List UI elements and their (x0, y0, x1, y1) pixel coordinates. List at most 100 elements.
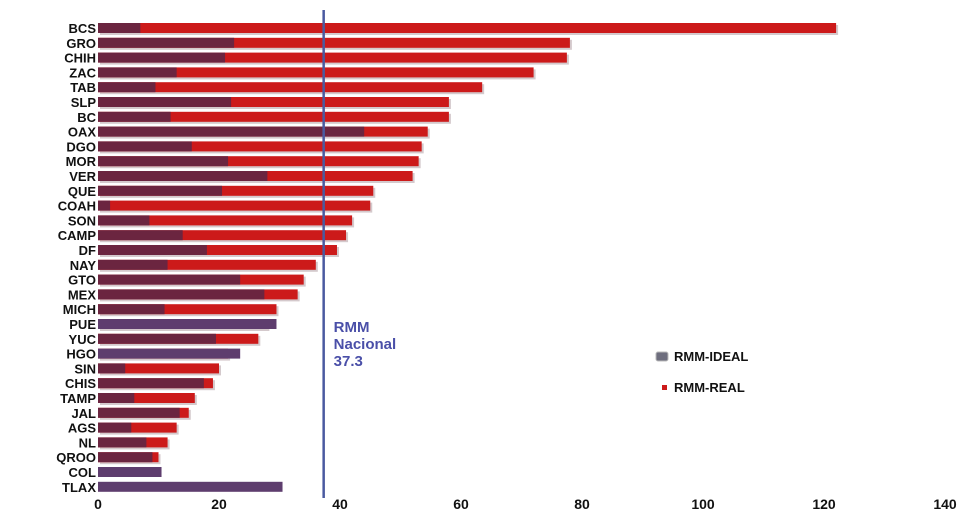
bar-rmm-ideal (98, 481, 283, 492)
bar-rmm-ideal (98, 289, 265, 300)
bar-rmm-ideal (98, 274, 241, 285)
category-label: CHIH (64, 51, 96, 66)
bar-rmm-real (98, 185, 374, 196)
x-tick-label: 100 (691, 496, 715, 512)
legend: RMM-IDEAL RMM-REAL (655, 349, 748, 395)
category-labels: BCSGROCHIHZACTABSLPBCOAXDGOMORVERQUECOAH… (56, 21, 96, 495)
category-label: MICH (63, 302, 96, 317)
category-label: NAY (70, 258, 97, 273)
category-label: GTO (68, 273, 96, 288)
x-tick-label: 120 (812, 496, 836, 512)
category-label: BC (77, 110, 96, 125)
category-label: COL (69, 465, 97, 480)
bar-rmm-real (98, 230, 347, 241)
category-label: COAH (58, 199, 96, 214)
reference-line-label: 37.3 (334, 353, 363, 370)
bar-rmm-ideal (98, 23, 141, 33)
category-label: JAL (71, 406, 96, 421)
bar-rmm-ideal (98, 97, 232, 107)
bar-rmm-real (98, 422, 177, 433)
bar-rmm-ideal (98, 245, 207, 255)
bar-rmm-ideal (98, 304, 165, 315)
bar-rmm-ideal (98, 126, 365, 137)
category-label: NL (79, 435, 96, 450)
category-label: BCS (69, 21, 97, 36)
bar-rmm-real (98, 67, 534, 78)
bar-rmm-real (98, 200, 371, 211)
bar-rmm-ideal (98, 437, 147, 448)
legend-swatch-ideal (655, 351, 669, 362)
bar-rmm-ideal (98, 422, 132, 433)
bar-rmm-ideal (98, 378, 204, 389)
category-label: GRO (66, 36, 96, 51)
category-label: MOR (66, 154, 97, 169)
category-label: VER (69, 169, 96, 184)
x-axis-ticks: 0 20 40 60 80 100 120 140 (94, 496, 957, 512)
category-label: SIN (74, 361, 96, 376)
category-label: SLP (71, 95, 97, 110)
bar-rmm-real (98, 259, 316, 270)
bar-rmm-real (98, 111, 449, 122)
bar-rmm-ideal (98, 52, 226, 63)
bar-rmm-real (98, 245, 337, 255)
bar-rmm-ideal (98, 259, 168, 270)
x-tick-label: 140 (933, 496, 957, 512)
bar-rmm-ideal (98, 185, 223, 196)
bar-rmm-ideal (98, 393, 135, 403)
category-label: TAB (70, 80, 96, 95)
x-tick-label: 20 (211, 496, 227, 512)
legend-label-ideal: RMM-IDEAL (674, 349, 748, 364)
category-label: DF (79, 243, 96, 258)
category-label: QUE (68, 184, 97, 199)
category-label: CAMP (58, 228, 97, 243)
legend-swatch-real (662, 385, 667, 390)
bar-rmm-real (98, 141, 422, 152)
category-label: TLAX (62, 480, 96, 495)
category-label: YUC (69, 332, 97, 347)
bar-rmm-real (98, 23, 837, 33)
bar-rmm-ideal (98, 111, 171, 122)
bar-rmm-real (98, 52, 567, 63)
category-label: SON (68, 213, 96, 228)
category-label: AGS (68, 421, 97, 436)
category-label: OAX (68, 125, 97, 140)
bar-rmm-real (98, 304, 277, 315)
legend-label-real: RMM-REAL (674, 380, 745, 395)
bar-rmm-ideal (98, 363, 126, 374)
bar-rmm-ideal (98, 67, 177, 78)
category-label: QROO (56, 450, 96, 465)
x-tick-label: 0 (94, 496, 102, 512)
category-label: CHIS (65, 376, 96, 391)
bar-rmm-ideal (98, 348, 241, 359)
x-tick-label: 40 (332, 496, 348, 512)
reference-line-label: Nacional (334, 336, 397, 353)
bar-rmm-ideal (98, 319, 277, 329)
bar-rmm-real (98, 97, 449, 107)
bar-rmm-real (98, 82, 483, 93)
category-label: MEX (68, 287, 97, 302)
category-label: HGO (66, 347, 96, 362)
bar-rmm-real (98, 393, 195, 403)
bar-rmm-real (98, 363, 219, 374)
category-label: PUE (69, 317, 96, 332)
bar-rmm-ideal (98, 333, 216, 344)
x-tick-label: 80 (574, 496, 590, 512)
bar-rmm-ideal (98, 200, 111, 211)
bar-rmm-ideal (98, 82, 156, 93)
bar-rmm-real (98, 215, 353, 226)
bar-rmm-ideal (98, 171, 268, 181)
reference-line-label: RMM (334, 319, 370, 336)
bar-rmm-real (98, 156, 419, 167)
category-label: ZAC (69, 65, 96, 80)
bar-rmm-ideal (98, 215, 150, 226)
bar-rmm-ideal (98, 407, 180, 418)
bar-rmm-ideal (98, 37, 235, 48)
bar-rmm-ideal (98, 452, 153, 463)
bars (98, 23, 839, 492)
bar-rmm-ideal (98, 141, 192, 152)
bar-rmm-ideal (98, 156, 229, 167)
bar-rmm-real (98, 37, 570, 48)
bar-rmm-ideal (98, 467, 162, 477)
